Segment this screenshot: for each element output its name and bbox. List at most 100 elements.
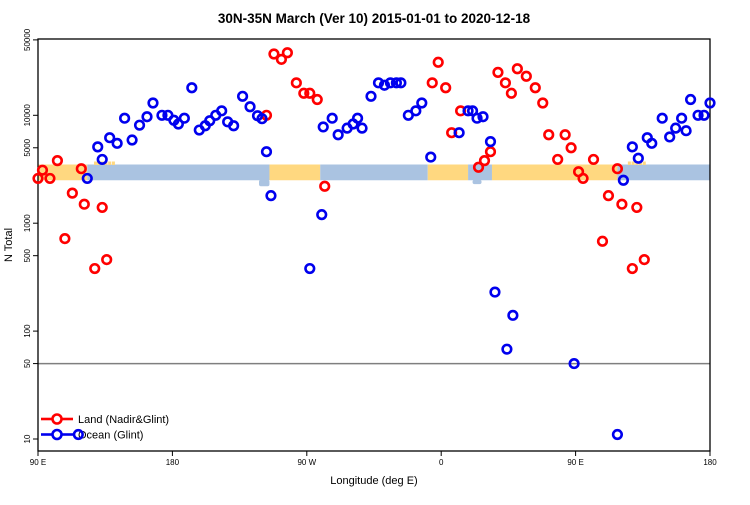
data-point-land [499,77,512,89]
data-point-land [101,253,113,266]
data-point-ocean [501,343,513,355]
data-point-ocean [326,112,338,124]
data-point-ocean [365,90,377,102]
data-points-layer [32,47,716,441]
data-point-ocean [178,112,190,124]
y-tick-label: 50000 [23,28,32,51]
data-point-ocean [351,112,364,124]
data-point-land [492,66,504,78]
data-point-ocean [471,112,483,124]
legend-marker-land [51,413,63,425]
plot-border [37,38,711,452]
data-point-ocean [680,125,692,137]
data-point-land [51,155,64,167]
data-point-land [319,180,331,192]
axes-layer: 90 E 180 90 W 0 90 E 180 10 50 100 500 1000 5000 100… [23,28,717,467]
data-point-land [311,93,323,106]
data-point-land [96,201,108,214]
x-tick-label: 90 E [567,458,583,467]
data-point-ocean [384,77,397,89]
data-point-ocean [507,309,519,321]
data-point-land [552,153,564,166]
data-point-ocean [244,101,256,113]
band-segment-land [269,164,321,181]
data-point-ocean [656,112,668,124]
data-point-land [304,87,316,99]
band-segment-ocean [617,164,710,181]
data-point-ocean [484,136,497,148]
data-point-ocean [186,82,198,94]
chart-title: 30N-35N March (Ver 10) 2015-01-01 to 202… [218,11,531,26]
y-axis-label: N Total [3,228,15,262]
data-point-land [44,172,56,185]
data-point-ocean [676,112,688,124]
band-island-dot [631,161,635,165]
x-tick-label: 90 W [297,458,316,467]
band-ocean-dip [472,179,482,185]
band-island-dot [108,161,112,165]
data-point-ocean [410,105,422,117]
data-point-ocean [81,172,93,185]
y-tick-label: 100 [23,324,32,338]
data-point-land [626,262,638,275]
legend-marker-ocean [51,428,63,441]
x-axis-label: Longitude (deg E) [330,475,417,487]
data-point-ocean [416,97,428,109]
band-segment-ocean [87,164,270,181]
data-point-ocean [104,132,116,144]
band-segment-land [427,164,469,181]
data-point-ocean [172,118,184,130]
data-point-ocean [698,109,710,121]
x-tick-label: 180 [166,458,180,467]
data-point-land [59,232,71,245]
data-point-ocean [378,79,391,91]
x-tick-label: 0 [439,458,444,467]
data-point-land [440,82,452,94]
data-point-ocean [332,129,344,141]
data-point-ocean [372,77,385,89]
data-point-ocean [216,105,228,117]
data-point-ocean [156,109,168,121]
data-point-ocean [356,122,368,134]
data-point-ocean [96,153,108,166]
data-point-land [596,235,609,247]
data-point-ocean [617,174,629,186]
data-point-ocean [256,113,268,125]
data-point-ocean [304,262,316,275]
data-point-ocean [119,112,131,124]
legend-item-land: Land (Nadir&Glint) [41,413,169,426]
data-point-ocean [141,111,153,123]
data-point-land [432,56,444,68]
data-point-ocean [147,97,159,109]
legend: Land (Nadir&Glint) Ocean (Glint) [41,413,169,442]
data-point-land [559,129,571,141]
y-tick-label: 10000 [23,104,32,127]
data-point-ocean [265,190,277,202]
y-tick-label: 500 [23,248,32,262]
data-point-land [478,155,491,167]
data-point-land [616,198,628,210]
data-point-ocean [684,93,697,106]
data-point-land [298,87,310,99]
band-segment-ocean [320,164,428,181]
data-point-ocean [316,209,328,221]
data-point-ocean [489,286,501,298]
legend-label-land: Land (Nadir&Glint) [78,414,169,426]
data-point-ocean [395,77,407,89]
band-island-dot [642,161,646,165]
data-point-land [78,198,90,210]
data-point-land [268,48,280,60]
data-point-land [89,262,101,275]
band-segment-land [491,164,618,181]
data-point-land [529,82,541,94]
land-ocean-band [38,161,710,187]
data-point-ocean [260,146,273,158]
data-point-land [66,187,78,199]
data-point-ocean [611,428,624,441]
data-point-ocean [236,90,249,102]
data-point-land [577,172,589,185]
data-point-ocean [111,137,123,149]
data-point-land [602,190,615,202]
data-point-ocean [92,141,104,153]
